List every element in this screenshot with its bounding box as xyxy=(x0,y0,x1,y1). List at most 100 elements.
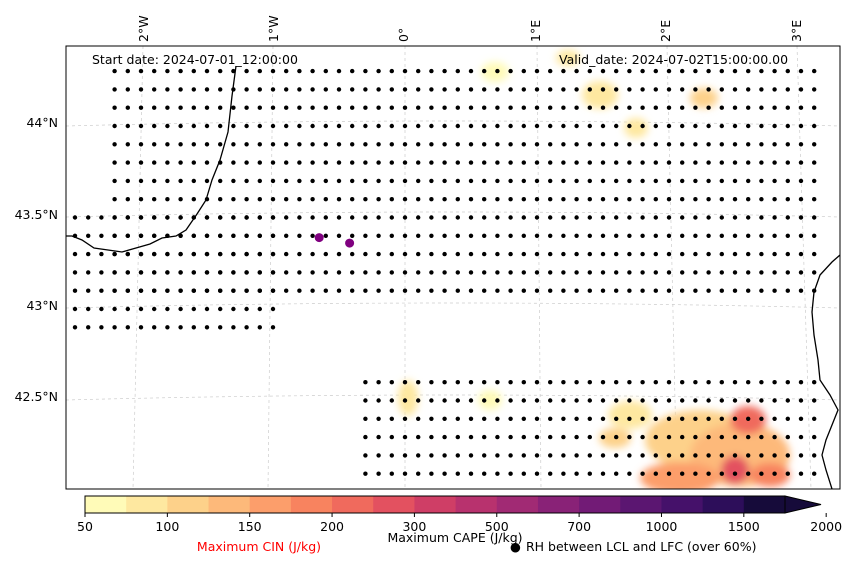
rh-dot xyxy=(666,197,672,202)
rh-dot xyxy=(125,142,130,147)
rh-dot xyxy=(350,87,355,92)
rh-dot xyxy=(455,142,460,147)
rh-dot xyxy=(508,123,513,129)
rh-dot xyxy=(138,178,144,184)
rh-dot xyxy=(112,87,117,92)
rh-dot xyxy=(231,142,236,147)
rh-dot xyxy=(680,288,685,293)
rh-dot xyxy=(627,251,632,257)
rh-dot xyxy=(508,233,513,238)
rh-dot xyxy=(231,160,236,165)
rh-dot xyxy=(389,68,394,74)
rh-dot xyxy=(191,306,196,312)
rh-dot xyxy=(627,215,632,220)
rh-dot xyxy=(72,251,78,257)
rh-dot xyxy=(548,251,553,257)
rh-dot xyxy=(468,233,474,238)
rh-dot xyxy=(402,233,408,238)
rh-dot xyxy=(798,471,804,476)
rh-dot xyxy=(363,270,368,275)
rh-dot xyxy=(191,251,196,257)
rh-dot xyxy=(719,398,724,403)
rh-dot xyxy=(508,142,513,147)
rh-dot xyxy=(785,380,790,385)
rh-dot xyxy=(310,178,315,184)
rh-dot xyxy=(112,288,117,293)
rh-dot xyxy=(482,215,487,220)
rh-dot xyxy=(785,398,790,403)
rh-dot xyxy=(416,160,421,165)
rh-dot xyxy=(231,197,236,202)
cape-blob xyxy=(690,88,718,108)
rh-dot xyxy=(389,87,394,92)
rh-dot xyxy=(640,68,645,74)
rh-dot xyxy=(297,251,302,257)
rh-dot xyxy=(297,178,302,184)
rh-dot xyxy=(244,178,249,184)
rh-dot xyxy=(653,453,658,458)
rh-dot xyxy=(244,215,249,220)
rh-dot xyxy=(614,416,619,421)
rh-dot xyxy=(706,123,711,129)
rh-dot xyxy=(152,306,157,312)
rh-dot xyxy=(732,233,738,238)
rh-dot xyxy=(798,178,804,184)
rh-dot xyxy=(548,68,553,74)
rh-dot xyxy=(363,105,368,110)
rh-dot xyxy=(402,471,408,476)
rh-dot xyxy=(666,434,672,440)
rh-dot xyxy=(640,471,645,476)
rh-dot xyxy=(455,434,460,440)
rh-dot xyxy=(732,123,738,129)
rh-dot xyxy=(310,288,315,293)
rh-dot xyxy=(442,87,447,92)
rh-dot xyxy=(323,288,328,293)
rh-dot xyxy=(442,416,447,421)
cape-field xyxy=(398,50,790,489)
rh-dot xyxy=(746,197,751,202)
rh-dot xyxy=(178,325,183,330)
rh-dot xyxy=(666,453,672,458)
colorbar-tick-label: 150 xyxy=(238,519,262,534)
rh-dot xyxy=(548,105,553,110)
rh-dot xyxy=(812,87,817,92)
rh-dot xyxy=(218,270,223,275)
rh-dot xyxy=(257,215,262,220)
rh-dot xyxy=(561,398,566,403)
rh-dot xyxy=(152,233,157,238)
rh-dot xyxy=(534,453,540,458)
rh-dot xyxy=(574,123,579,129)
rh-dot xyxy=(99,306,104,312)
rh-dot xyxy=(732,453,738,458)
rh-dot xyxy=(706,105,711,110)
rh-dot xyxy=(442,68,447,74)
rh-dot xyxy=(402,123,408,129)
rh-dot xyxy=(495,68,500,74)
rh-dot xyxy=(402,251,408,257)
rh-dot xyxy=(442,288,447,293)
rh-dot xyxy=(746,123,751,129)
rh-dot xyxy=(746,251,751,257)
rh-dot xyxy=(402,380,408,385)
rh-dot xyxy=(495,197,500,202)
rh-dot xyxy=(429,380,434,385)
rh-dot xyxy=(402,87,408,92)
rh-dot xyxy=(693,160,698,165)
rh-dot xyxy=(614,398,619,403)
rh-dot xyxy=(455,215,460,220)
rh-dot xyxy=(112,251,117,257)
rh-dot xyxy=(336,105,342,110)
rh-dot xyxy=(706,233,711,238)
rh-dot xyxy=(468,178,474,184)
rh-dot xyxy=(785,160,790,165)
rh-dot xyxy=(495,105,500,110)
rh-dot xyxy=(218,325,223,330)
colorbar-segment xyxy=(85,496,127,513)
rh-dot xyxy=(627,197,632,202)
rh-dot xyxy=(310,142,315,147)
rh-dot xyxy=(284,197,289,202)
rh-dot xyxy=(310,123,315,129)
rh-dot xyxy=(231,105,236,110)
rh-dot xyxy=(429,160,434,165)
